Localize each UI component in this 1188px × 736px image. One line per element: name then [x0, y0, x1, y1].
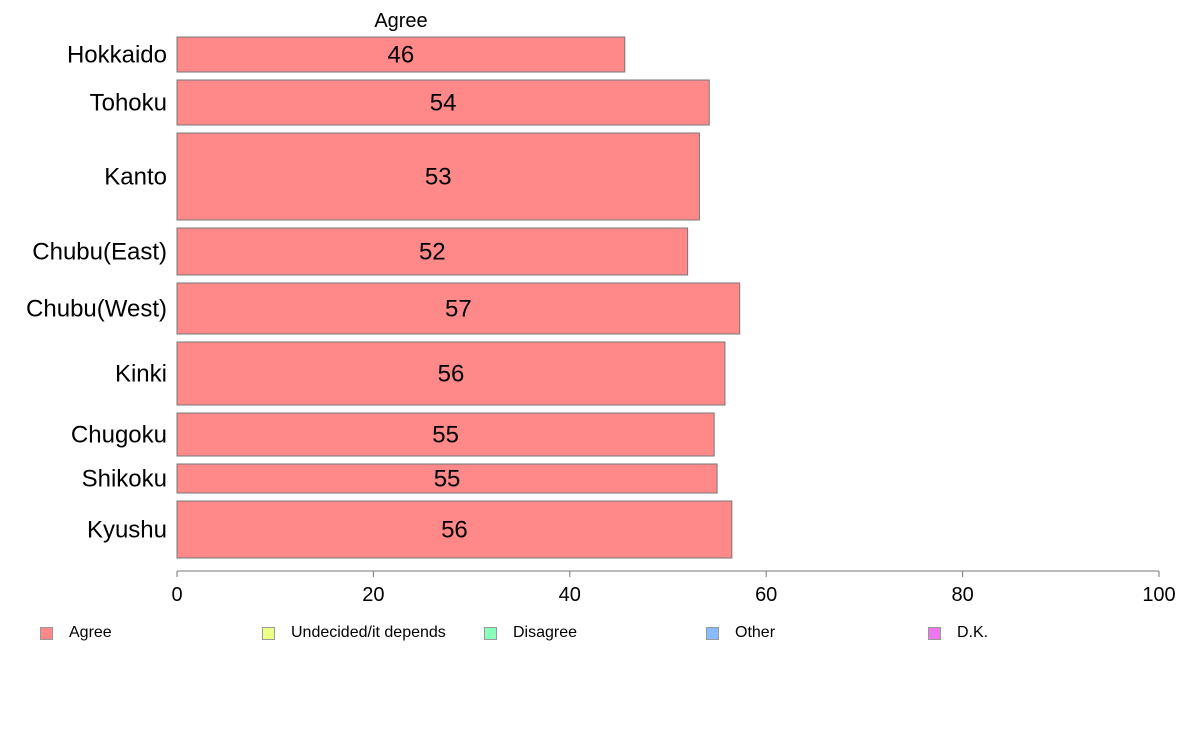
bars-layer: Hokkaido 46 Tohoku 54 Kanto 53 Chubu(East) 52 Ch…	[26, 36, 741, 559]
category-label-shikoku: Shikoku	[82, 466, 167, 493]
value-label-kanto: 53	[425, 164, 452, 191]
value-label-shikoku: 55	[434, 466, 461, 493]
legend-item-other: Other	[706, 624, 775, 642]
legend-label-disagree: Disagree	[513, 624, 578, 641]
legend-item-undecided: Undecided/it depends	[262, 624, 446, 642]
category-label-tohoku: Tohoku	[90, 90, 167, 117]
legend-item-disagree: Disagree	[484, 624, 577, 642]
value-label-kinki: 56	[438, 361, 465, 388]
chart-title: Agree	[374, 10, 427, 32]
category-label-chugoku: Chugoku	[71, 422, 167, 449]
x-tick-label-40: 40	[559, 584, 581, 606]
legend: Agree Undecided/it depends Disagree Othe…	[0, 624, 1188, 646]
x-tick-label-80: 80	[951, 584, 973, 606]
x-axis: 0 20 40 60 80 100	[171, 570, 1176, 606]
category-label-chubu-west: Chubu(West)	[26, 296, 167, 323]
category-label-kyushu: Kyushu	[87, 517, 167, 544]
bar-kinki	[176, 341, 726, 406]
category-label-chubu-east: Chubu(East)	[32, 239, 167, 266]
category-label-kanto: Kanto	[104, 164, 167, 191]
x-tick-label-20: 20	[362, 584, 384, 606]
value-label-hokkaido: 46	[388, 42, 415, 69]
bar-kyushu	[176, 500, 733, 559]
legend-label-other: Other	[735, 624, 776, 641]
bar-chubu-west	[176, 282, 741, 335]
bar-kanto	[176, 132, 700, 221]
x-tick-label-60: 60	[755, 584, 777, 606]
bar-shikoku	[176, 463, 718, 494]
bar-hokkaido	[176, 36, 626, 73]
x-tick-label-100: 100	[1142, 584, 1175, 606]
legend-swatch-dk	[928, 626, 941, 640]
bar-chugoku	[176, 412, 715, 457]
value-label-kyushu: 56	[441, 517, 468, 544]
value-label-chubu-west: 57	[445, 296, 472, 323]
legend-label-undecided: Undecided/it depends	[291, 624, 446, 641]
value-label-chubu-east: 52	[419, 239, 446, 266]
legend-label-dk: D.K.	[957, 624, 989, 641]
legend-item-dk: D.K.	[928, 624, 988, 642]
legend-swatch-agree	[40, 626, 53, 640]
legend-swatch-undecided	[262, 626, 275, 640]
value-label-chugoku: 55	[432, 422, 459, 449]
x-tick-label-0: 0	[171, 584, 182, 606]
category-label-kinki: Kinki	[115, 361, 167, 388]
bar-tohoku	[176, 79, 710, 126]
legend-item-agree: Agree	[40, 624, 112, 642]
bar-chubu-east	[176, 227, 689, 276]
value-label-tohoku: 54	[430, 90, 457, 117]
legend-label-agree: Agree	[69, 624, 112, 641]
legend-swatch-other	[706, 626, 719, 640]
category-label-hokkaido: Hokkaido	[67, 42, 167, 69]
legend-swatch-disagree	[484, 626, 497, 640]
